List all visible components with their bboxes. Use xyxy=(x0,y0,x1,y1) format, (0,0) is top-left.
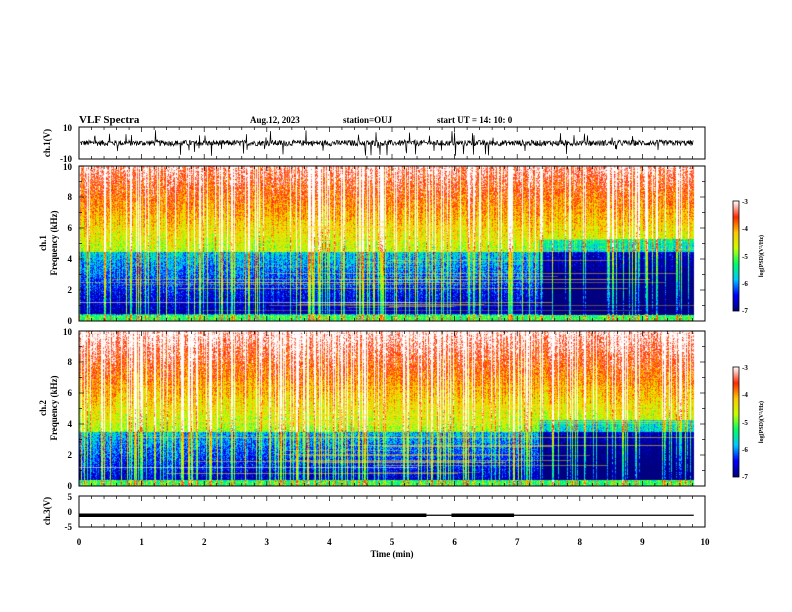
ch3-ticks xyxy=(78,496,706,527)
ch1-spec-ticks xyxy=(78,165,706,322)
ch1-spec-ylabel: ch.1Frequency (kHz) xyxy=(38,210,59,275)
ch1-spectrogram-image xyxy=(79,166,705,321)
ch1-spec-ytick-6: 6 xyxy=(68,223,73,233)
ch1-colorbar-frame xyxy=(732,200,740,312)
header-station: station=OUJ xyxy=(343,115,393,125)
x-tick-label: 6 xyxy=(452,537,457,547)
x-tick-label: 0 xyxy=(77,537,82,547)
ch2-spec-ytick-6: 6 xyxy=(68,388,73,398)
ch1-spec-ytick-2: 2 xyxy=(68,285,73,295)
ch1-cbar-tick-m4: -4 xyxy=(742,225,748,233)
header-start-time: start UT = 14: 10: 0 xyxy=(437,115,513,125)
x-tick-label: 10 xyxy=(701,537,711,547)
x-axis-label: Time (min) xyxy=(370,549,413,559)
ch2-spec-ytick-4: 4 xyxy=(68,419,73,429)
ch1-ytick-top: 10 xyxy=(63,123,73,133)
ch1-ticks xyxy=(78,127,706,159)
x-tick-label: 3 xyxy=(265,537,270,547)
ch2-cbar-tick-m7: -7 xyxy=(742,473,748,481)
x-tick-label: 1 xyxy=(139,537,144,547)
ch1-ylabel: ch.1(V) xyxy=(42,129,52,157)
ch1-ytick-bottom: -10 xyxy=(60,154,72,164)
x-tick-label: 7 xyxy=(515,537,520,547)
ch3-ylabel: ch.3(V) xyxy=(42,497,52,525)
ch2-cbar-tick-m3: -3 xyxy=(742,364,748,372)
x-tick-label: 8 xyxy=(578,537,583,547)
ch1-spec-ytick-0: 0 xyxy=(68,316,73,326)
ch2-cbar-tick-m6: -6 xyxy=(742,446,748,454)
header-date: Aug.12, 2023 xyxy=(250,115,300,125)
ch2-colorbar xyxy=(733,367,739,477)
ch2-spec-ytick-8: 8 xyxy=(68,357,73,367)
ch1-cbar-tick-m6: -6 xyxy=(742,280,748,288)
x-tick-label: 2 xyxy=(202,537,207,547)
ch2-colorbar-frame xyxy=(732,366,740,478)
ch1-cbar-tick-m3: -3 xyxy=(742,198,748,206)
ch1-cbar-label: log(PSD)(V²/Hz) xyxy=(758,235,765,277)
ch1-colorbar xyxy=(733,201,739,311)
x-tick-labels: 0 1 2 3 4 5 6 7 8 9 10 xyxy=(77,537,710,547)
ch2-spec-ytick-2: 2 xyxy=(68,450,73,460)
ch2-cbar-label: log(PSD)(V²/Hz) xyxy=(758,401,765,443)
ch3-ytick-bottom: -5 xyxy=(65,522,73,532)
ch2-spectrogram-image xyxy=(79,331,705,486)
ch2-spec-ytick-10: 10 xyxy=(63,327,73,337)
ch1-spectrogram-panel: 0 2 4 6 8 10 ch.1Frequency (kHz) -3 -4 -… xyxy=(38,162,765,326)
ch2-cbar-tick-m5: -5 xyxy=(742,419,748,427)
figure-title: VLF Spectra xyxy=(79,114,140,126)
ch2-spec-ticks xyxy=(78,330,706,487)
ch2-spec-ylabel: ch.2Frequency (kHz) xyxy=(38,375,59,440)
ch1-waveform-panel: 10 -10 ch.1(V) xyxy=(42,123,706,164)
ch1-spec-ytick-8: 8 xyxy=(68,192,73,202)
x-tick-label: 4 xyxy=(327,537,332,547)
ch1-waveform-line xyxy=(79,130,694,156)
ch3-waveform-panel: 5 0 -5 ch.3(V) 0 1 2 3 4 5 6 7 8 9 10 Time (min) xyxy=(42,492,710,559)
ch2-cbar-tick-m4: -4 xyxy=(742,391,748,399)
ch2-spec-ytick-0: 0 xyxy=(68,481,73,491)
ch1-cbar-tick-m5: -5 xyxy=(742,253,748,261)
x-tick-label: 9 xyxy=(640,537,645,547)
ch3-ytick-top: 5 xyxy=(68,492,73,502)
x-tick-label: 5 xyxy=(390,537,395,547)
ch1-spec-ytick-4: 4 xyxy=(68,254,73,264)
ch3-ytick-mid: 0 xyxy=(68,507,73,517)
ch2-spectrogram-panel: 0 2 4 6 8 10 ch.2Frequency (kHz) -3 -4 -… xyxy=(38,327,765,491)
ch1-cbar-tick-m7: -7 xyxy=(742,307,748,315)
ch1-spec-ytick-10: 10 xyxy=(63,162,73,172)
